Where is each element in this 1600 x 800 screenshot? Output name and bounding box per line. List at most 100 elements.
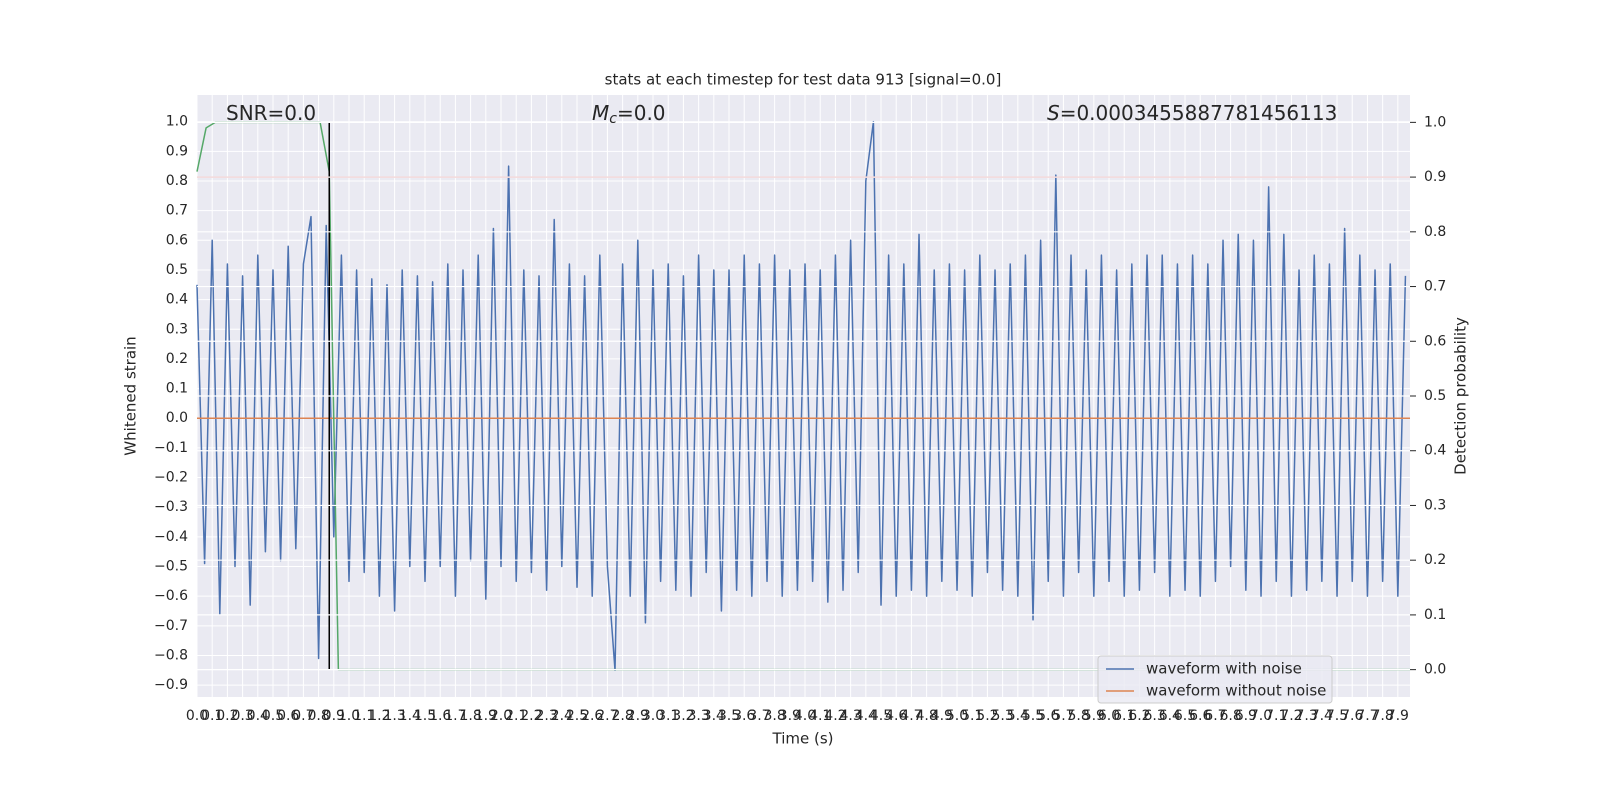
x-tick-label: 4.0 (794, 708, 816, 724)
y2-tick-label: 0.9 (1424, 169, 1446, 185)
x-tick-label: 0.2 (216, 708, 238, 724)
x-tick-label: 7.3 (1296, 708, 1318, 724)
x-tick-label: 2.1 (505, 708, 527, 724)
x-tick-label: 5.9 (1083, 708, 1105, 724)
x-tick-label: 4.4 (855, 708, 877, 724)
y-tick-label: −0.1 (154, 440, 188, 456)
y-tick-label: −0.9 (154, 677, 188, 693)
x-tick-label: 0.6 (277, 708, 299, 724)
x-tick-label: 0.5 (262, 708, 284, 724)
x-tick-label: 0.9 (323, 708, 345, 724)
y2-axis-label: Detection probability (1452, 317, 1470, 475)
x-tick-label: 4.7 (900, 708, 922, 724)
x-tick-label: 0.7 (292, 708, 314, 724)
legend-box (1097, 655, 1333, 704)
x-tick-label: 7.2 (1280, 708, 1302, 724)
y2-tick-label: 0.3 (1424, 497, 1446, 513)
y2-tick-label: 0.8 (1424, 224, 1446, 240)
x-tick-label: 3.6 (733, 708, 755, 724)
x-tick-label: 1.9 (475, 708, 497, 724)
y2-tick-label: 0.1 (1424, 607, 1446, 623)
x-tick-label: 5.2 (976, 708, 998, 724)
x-tick-label: 0.8 (307, 708, 329, 724)
x-tick-label: 5.8 (1067, 708, 1089, 724)
y-tick-label: 0.6 (166, 232, 188, 248)
x-tick-label: 5.4 (1007, 708, 1029, 724)
x-tick-label: 4.5 (870, 708, 892, 724)
y-tick-label: −0.4 (154, 529, 188, 545)
y-tick-label: 0.9 (166, 143, 188, 159)
x-tick-label: 7.6 (1341, 708, 1363, 724)
x-tick-label: 2.2 (520, 708, 542, 724)
x-tick-label: 3.9 (779, 708, 801, 724)
annotation: SNR=0.0 (226, 101, 316, 125)
y2-tick-label: 0.7 (1424, 279, 1446, 295)
x-tick-label: 7.7 (1356, 708, 1378, 724)
x-tick-label: 0.1 (201, 708, 223, 724)
x-tick-label: 2.0 (490, 708, 512, 724)
x-tick-label: 7.4 (1311, 708, 1333, 724)
y-tick-label: 0.8 (166, 173, 188, 189)
x-tick-label: 0.3 (231, 708, 253, 724)
x-tick-label: 1.0 (338, 708, 360, 724)
legend-label: waveform with noise (1146, 660, 1302, 678)
x-tick-label: 1.6 (429, 708, 451, 724)
x-tick-label: 1.3 (383, 708, 405, 724)
x-tick-label: 7.9 (1387, 708, 1409, 724)
x-tick-label: 4.3 (839, 708, 861, 724)
annotation-subscript: c (609, 111, 617, 127)
x-tick-label: 6.0 (1098, 708, 1120, 724)
x-tick-label: 6.5 (1174, 708, 1196, 724)
annotation-symbol: M (592, 101, 609, 125)
x-tick-label: 3.5 (718, 708, 740, 724)
x-tick-label: 5.0 (946, 708, 968, 724)
y-axis-label: Whitened strain (122, 336, 140, 455)
annotation-text: SNR=0.0 (226, 101, 316, 125)
x-tick-label: 6.9 (1235, 708, 1257, 724)
y-tick-label: 0.4 (166, 292, 188, 308)
y-tick-label: 0.2 (166, 351, 188, 367)
y-tick-label: 1.0 (166, 114, 188, 130)
x-tick-label: 4.2 (824, 708, 846, 724)
x-tick-label: 3.7 (748, 708, 770, 724)
x-tick-label: 6.2 (1128, 708, 1150, 724)
y-tick-label: 0.7 (166, 203, 188, 219)
x-tick-label: 6.3 (1143, 708, 1165, 724)
x-tick-label: 4.8 (915, 708, 937, 724)
x-tick-label: 7.0 (1250, 708, 1272, 724)
x-tick-label: 5.7 (1052, 708, 1074, 724)
y-tick-label: −0.8 (154, 647, 188, 663)
x-tick-label: 2.3 (535, 708, 557, 724)
y2-tick-label: 0.5 (1424, 388, 1446, 404)
y-tick-label: 0.3 (166, 321, 188, 337)
y-tick-label: 0.0 (166, 410, 188, 426)
y2-tick-label: 0.4 (1424, 443, 1446, 459)
y-tick-label: −0.6 (154, 588, 188, 604)
x-tick-label: 1.4 (399, 708, 421, 724)
x-tick-label: 7.1 (1265, 708, 1287, 724)
x-tick-label: 2.7 (596, 708, 618, 724)
x-tick-label: 5.3 (991, 708, 1013, 724)
x-tick-label: 6.8 (1220, 708, 1242, 724)
x-tick-label: 0.4 (247, 708, 269, 724)
x-tick-label: 1.5 (414, 708, 436, 724)
x-tick-label: 4.6 (885, 708, 907, 724)
x-tick-label: 5.1 (961, 708, 983, 724)
x-tick-label: 5.5 (1022, 708, 1044, 724)
x-tick-label: 3.2 (672, 708, 694, 724)
x-tick-label: 6.7 (1204, 708, 1226, 724)
x-tick-label: 6.1 (1113, 708, 1135, 724)
y2-tick-label: 0.6 (1424, 333, 1446, 349)
x-tick-label: 3.1 (657, 708, 679, 724)
x-tick-label: 2.5 (566, 708, 588, 724)
x-tick-label: 7.8 (1372, 708, 1394, 724)
y-tick-label: −0.2 (154, 470, 188, 486)
x-tick-label: 2.9 (627, 708, 649, 724)
annotation-text: =0.0003455887781456113 (1060, 101, 1338, 125)
y2-tick-label: 1.0 (1424, 114, 1446, 130)
x-tick-label: 3.0 (642, 708, 664, 724)
x-tick-label: 3.8 (763, 708, 785, 724)
y2-tick-label: 0.0 (1424, 662, 1446, 678)
y-tick-label: 0.1 (166, 381, 188, 397)
x-tick-label: 2.4 (551, 708, 573, 724)
